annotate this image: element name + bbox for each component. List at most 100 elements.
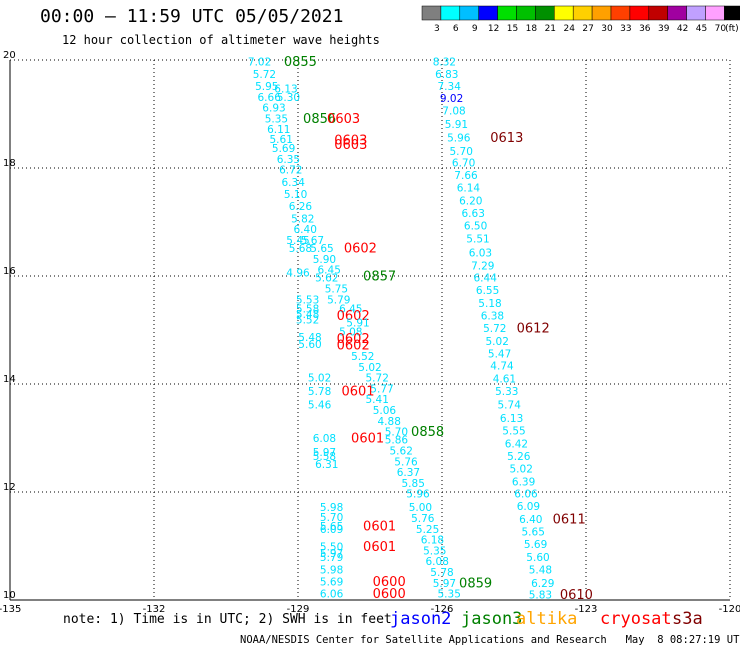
x-tick-label: -135 [0,604,21,615]
wave-height-label: 6.50 [464,220,487,232]
wave-height-label: 5.00 [409,502,432,514]
wave-height-label: 5.60 [298,339,321,351]
wave-height-label: 7.08 [442,105,465,117]
wave-height-label: 5.98 [320,502,343,514]
pass-time-label: 0603 [334,134,367,149]
wave-height-label: 5.02 [486,336,509,348]
colorbar-label: 42 [677,24,688,34]
wave-height-label: 5.82 [291,213,314,225]
pass-time-label: 0602 [337,332,370,347]
wave-height-label: 6.29 [531,578,554,590]
wave-height-label: 5.96 [406,489,430,501]
wave-height-label: 5.58 [296,303,319,315]
wave-height-label: 5.60 [526,552,549,564]
y-tick-label: 12 [3,482,16,493]
pass-time-label: 0855 [284,55,317,70]
wave-height-label: 4.96 [286,267,310,279]
footnote: note: 1) Time is in UTC; 2) SWH is in fe… [63,612,392,627]
wave-height-label: 5.69 [320,577,343,589]
pass-time-label: 0602 [344,242,377,257]
wave-height-label: 6.14 [457,183,481,195]
wave-height-label: 5.70 [385,427,408,439]
legend-jason3: jason3 [461,609,523,629]
wave-height-label: 5.02 [510,463,533,475]
wave-height-label: 5.79 [320,552,343,564]
wave-height-label: 5.78 [308,386,331,398]
pass-time-label: 0858 [411,425,444,440]
wave-height-label: 6.38 [481,311,504,323]
wave-height-label: 5.48 [529,564,552,576]
wave-height-label: 5.69 [524,539,547,551]
wave-height-label: 6.20 [459,195,482,207]
wave-height-label: 6.45 [339,303,362,315]
wave-height-label: 5.97 [320,548,343,560]
pass-time-label: 0601 [351,432,384,447]
wave-height-label: 8.32 [433,57,456,69]
wave-height-label: 6.44 [474,273,498,285]
wave-height-label: 5.55 [502,426,525,438]
pass-time-label: 0602 [337,339,370,354]
wave-height-label: 5.46 [308,400,332,412]
wave-height-label: 6.13 [500,413,523,425]
colorbar-label: 12 [488,24,499,34]
wave-height-label: 6.08 [313,433,336,445]
wave-height-label: 5.02 [308,373,331,385]
colorbar-label: 39 [658,24,670,34]
colorbar-swatch [724,5,740,21]
wave-height-label: 7.02 [248,57,271,69]
wave-height-label: 5.72 [366,373,389,385]
wave-height-label: 5.72 [253,69,276,81]
wave-height-label: 5.85 [402,478,425,490]
wave-height-label: 5.52 [296,314,319,326]
wave-height-label: 5.48 [296,309,319,321]
wave-height-label: 5.30 [277,92,300,104]
wave-height-label: 5.50 [320,542,343,554]
wave-height-label: 5.67 [301,235,324,247]
legend-s3a: s3a [672,609,703,629]
wave-height-label: 6.72 [279,165,302,177]
wave-height-label: 4.61 [493,374,516,386]
pass-time-label: 0602 [337,309,370,324]
pass-time-label: 0611 [553,513,586,528]
wave-height-label: 5.02 [358,362,381,374]
wave-height-label: 5.53 [296,294,319,306]
wave-height-label: 6.45 [318,265,341,277]
wave-height-label: 5.65 [310,243,333,255]
wave-height-label: 6.03 [469,247,492,259]
wave-height-label: 5.90 [313,254,336,266]
pass-time-label: 0600 [373,575,406,590]
wave-height-label: 5.18 [478,298,501,310]
wave-height-label: 6.06 [320,589,344,601]
wave-height-label: 5.33 [495,386,518,398]
x-tick-label: -120 [719,604,740,615]
wave-height-label: 7.29 [471,260,494,272]
colorbar-label: 33 [620,24,631,34]
colorbar-label: 27 [582,24,593,34]
wave-height-label: 5.41 [366,394,389,406]
legend-altika: altika [516,609,578,629]
wave-height-label: 7.34 [438,81,462,93]
y-tick-label: 20 [3,50,16,61]
wave-height-label: 6.35 [277,154,300,166]
pass-time-label: 0601 [363,540,396,555]
wave-height-label: 5.91 [346,318,369,330]
pass-time-label: 0612 [517,321,550,336]
pass-time-label: 0859 [459,576,492,591]
wave-height-label: 9.02 [440,93,463,105]
wave-height-label: 5.62 [390,446,413,458]
colorbar-label: 15 [507,24,518,34]
pass-time-label: 0600 [373,587,406,602]
y-tick-label: 14 [3,374,16,385]
wave-height-label: 5.35 [423,545,446,557]
colorbar-label: 45 [696,24,707,34]
wave-height-label: 5.70 [450,146,473,158]
wave-height-label: 5.58 [313,451,336,463]
wave-height-label: 5.26 [507,451,531,463]
wave-height-label: 5.65 [522,527,545,539]
colorbar-label: 70 [715,24,727,34]
wave-height-label: 7.66 [454,170,478,182]
wave-height-label: 5.61 [270,134,293,146]
wave-height-label: 6.26 [289,201,313,213]
color-scale: 3 6 9 12 15 18 21 24 27 30 33 36 39 42 45 70(ft) [421,5,740,34]
